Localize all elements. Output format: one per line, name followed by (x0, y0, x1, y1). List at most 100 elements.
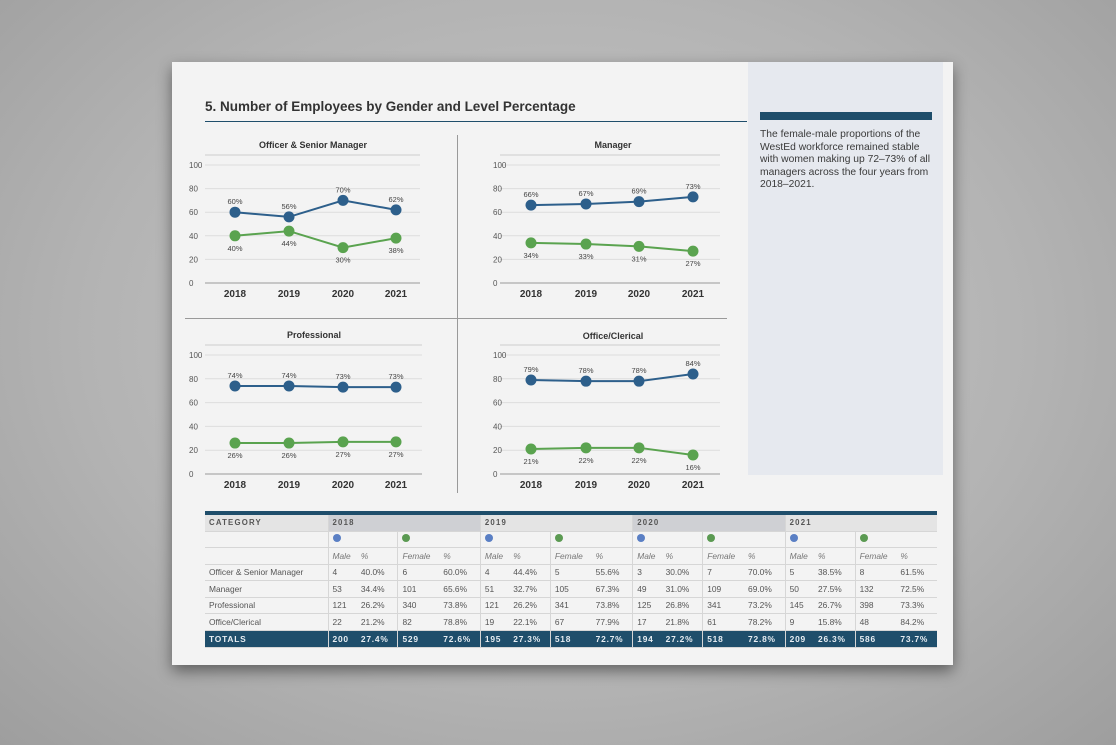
series-line-1 (235, 440, 396, 445)
table-cell: 341 (702, 597, 745, 614)
blank-cell (205, 547, 328, 565)
data-label: 73% (685, 182, 700, 191)
data-label: 56% (281, 202, 296, 211)
x-tick-label: 2021 (385, 289, 408, 300)
sub-header: % (356, 547, 398, 565)
data-label: 21% (523, 457, 538, 466)
document-page: The female-male proportions of the WestE… (172, 62, 953, 665)
table-cell: 21.8% (661, 613, 703, 631)
sub-header: % (744, 547, 786, 565)
x-tick-label: 2018 (520, 480, 543, 491)
table-cell: 61.5% (896, 564, 937, 581)
data-label: 69% (631, 187, 646, 196)
sub-header: Female (397, 547, 440, 565)
row-label: Manager (205, 580, 328, 598)
table-row: Professional 121 26.2% 340 73.8% 121 26.2% 341 7… (205, 597, 937, 614)
x-tick-label: 2020 (628, 289, 651, 300)
table-cell: 32.7% (509, 580, 551, 598)
y-tick-label: 20 (493, 255, 502, 264)
sub-header: % (661, 547, 703, 565)
y-tick-label: 80 (493, 185, 502, 194)
table-cell: 5 (784, 564, 814, 581)
sidebar-panel (748, 62, 943, 475)
y-tick-label: 60 (189, 399, 198, 408)
x-tick-label: 2021 (385, 480, 408, 491)
table-cell: 77.9% (591, 613, 633, 631)
data-point (525, 443, 537, 455)
data-label: 79% (523, 365, 538, 374)
table-cell: 69.0% (744, 580, 786, 598)
table-cell: 3 (632, 564, 662, 581)
quadrant-divider-vertical (457, 135, 458, 493)
sub-header: % (509, 547, 551, 565)
x-tick-label: 2018 (224, 480, 247, 491)
table-cell: 26.2% (356, 597, 398, 614)
table-cell: 340 (397, 597, 440, 614)
table-cell: 38.5% (813, 564, 856, 581)
data-label: 60% (227, 197, 242, 206)
table-cell: 4 (479, 564, 510, 581)
data-point (283, 211, 295, 223)
data-label: 78% (578, 366, 593, 375)
x-tick-label: 2021 (682, 289, 705, 300)
data-point (580, 238, 592, 250)
data-point (390, 204, 402, 216)
table-cell: 26.7% (813, 597, 856, 614)
table-cell: 67.3% (591, 580, 633, 598)
table-cell: 61 (702, 613, 745, 631)
female-dot-icon (859, 534, 868, 543)
data-label: 70% (335, 185, 350, 194)
y-tick-label: 40 (189, 232, 198, 241)
charts-area: Officer & Senior Manager 0 20 40 60 80 100 2018… (189, 140, 720, 491)
row-label: Professional (205, 597, 328, 614)
year-header-row: CATEGORY 2018 2019 2020 2021 (205, 513, 937, 532)
sub-header: Female (854, 547, 897, 565)
year-header: 2019 (479, 513, 633, 532)
female-dot-cell (549, 531, 633, 548)
data-point (633, 240, 645, 252)
table-cell: 49 (632, 580, 662, 598)
totals-cell: 27.2% (661, 630, 703, 648)
table-cell: 26.8% (661, 597, 703, 614)
totals-cell: 518 (549, 630, 592, 648)
table-cell: 7 (702, 564, 745, 581)
series-line-1 (530, 241, 694, 253)
table-cell: 9 (784, 613, 814, 631)
x-tick-label: 2018 (520, 289, 543, 300)
female-dot-cell (702, 531, 786, 548)
totals-cell: 72.6% (439, 630, 481, 648)
data-point (390, 436, 402, 448)
data-point (633, 196, 645, 208)
series-line-0 (235, 384, 396, 389)
chart-title: Manager (594, 140, 632, 150)
data-label: 78% (631, 366, 646, 375)
y-tick-label: 20 (493, 446, 502, 455)
table-cell: 31.0% (661, 580, 703, 598)
data-label: 44% (281, 239, 296, 248)
data-label: 26% (281, 451, 296, 460)
sidebar-accent-bar (760, 112, 932, 120)
data-point (229, 230, 241, 242)
data-point (337, 242, 349, 254)
data-label: 30% (335, 256, 350, 265)
legend-dot-row (205, 531, 937, 548)
table-cell: 121 (327, 597, 357, 614)
table-cell: 6 (397, 564, 440, 581)
table-cell: 73.2% (744, 597, 786, 614)
data-point (229, 437, 241, 449)
totals-row: TOTALS 200 27.4% 529 72.6% 195 27.3% 518 72.7% 19… (205, 630, 937, 648)
data-label: 84% (685, 359, 700, 368)
male-dot-cell (784, 531, 856, 548)
x-tick-label: 2020 (332, 289, 355, 300)
series-line-0 (530, 373, 694, 383)
x-tick-label: 2021 (682, 480, 705, 491)
y-tick-label: 60 (493, 208, 502, 217)
table-cell: 105 (549, 580, 592, 598)
table-cell: 72.5% (896, 580, 937, 598)
table-cell: 27.5% (813, 580, 856, 598)
sub-header: Male (784, 547, 814, 565)
line-chart-3: Office/Clerical 0 20 40 60 80 100 2018 2019 2020 2… (493, 331, 720, 491)
table-cell: 22 (327, 613, 357, 631)
sub-header: Male (479, 547, 510, 565)
series-line-1 (234, 230, 397, 249)
